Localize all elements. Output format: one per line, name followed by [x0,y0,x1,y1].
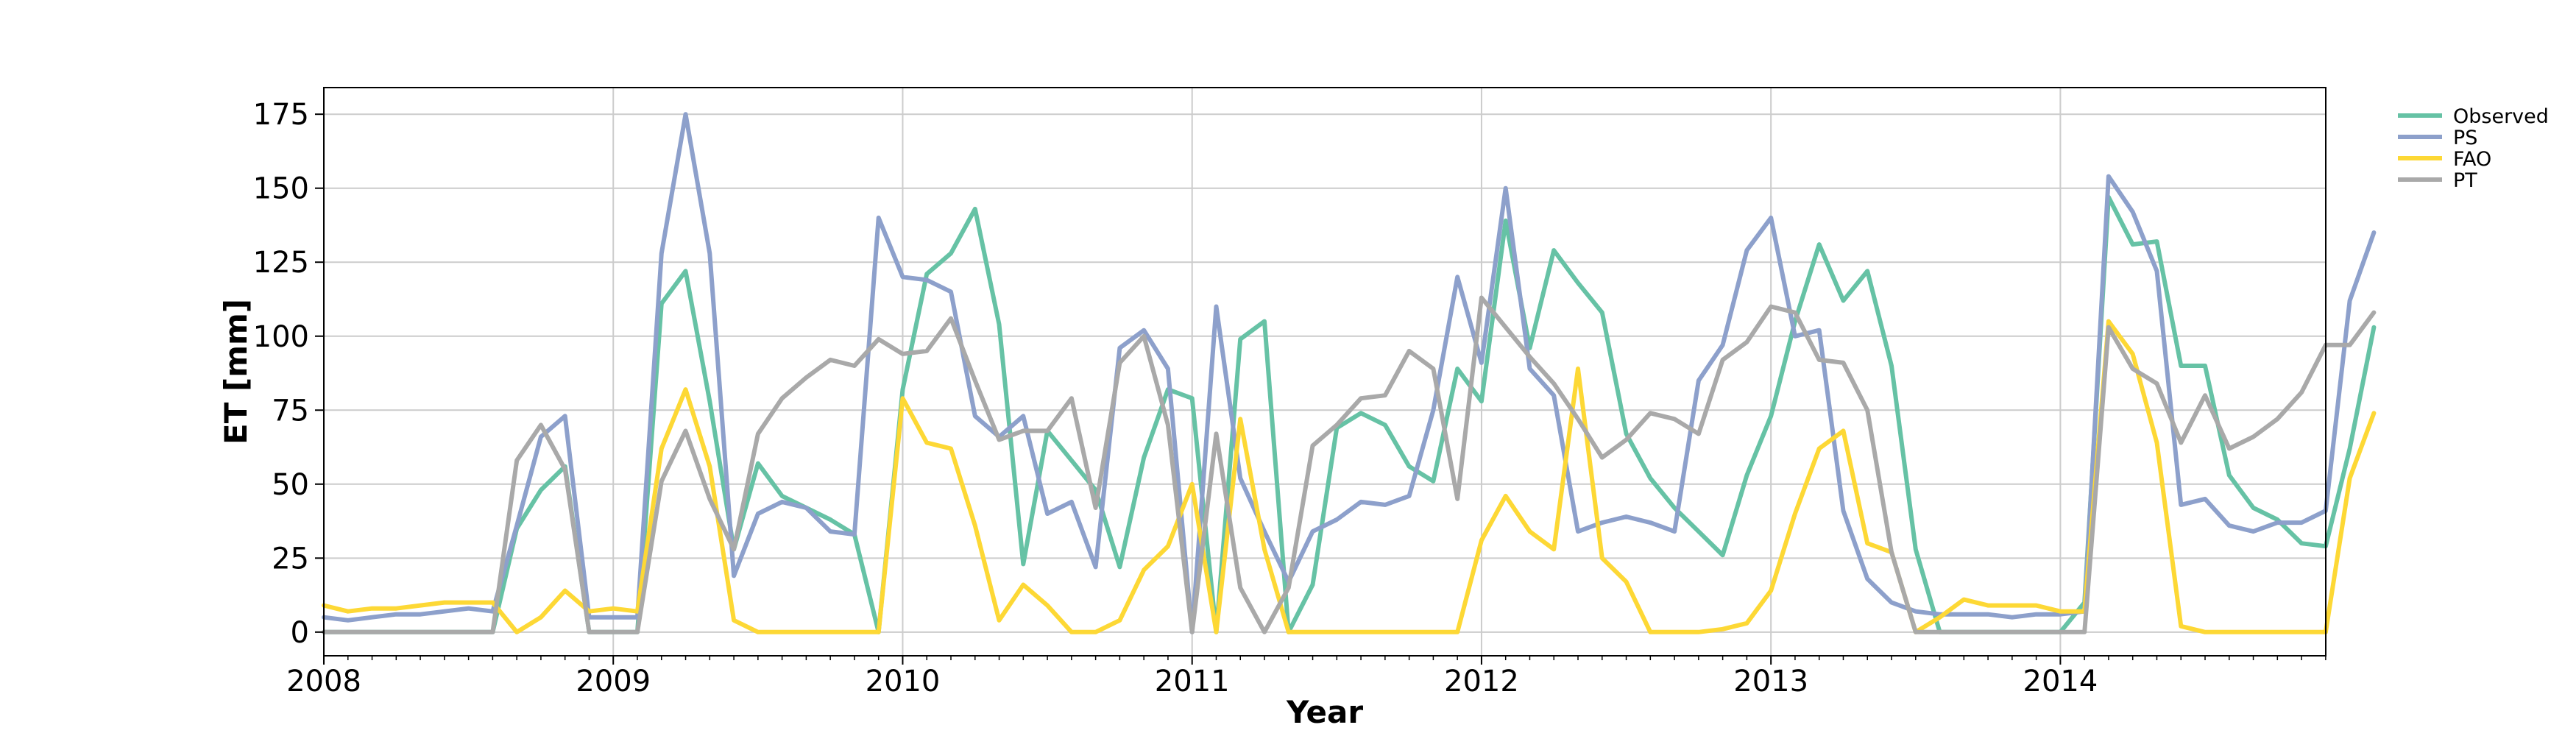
y-tick-label: 0 [291,616,309,650]
x-axis-title: Year [1286,694,1363,730]
x-tick-label: 2011 [1155,665,1230,698]
x-tick-label: 2013 [1733,665,1808,698]
y-tick-label: 50 [272,468,309,502]
x-tick-label: 2014 [2023,665,2098,698]
x-axis: 2008 2009 2010 2011 2012 2013 2014 [286,656,2326,698]
x-tick-label: 2008 [286,665,361,698]
grid-lines [323,88,2326,656]
x-tick-label: 2012 [1444,665,1519,698]
plot-frame [323,87,2326,657]
y-tick-label: 175 [253,98,309,132]
series-line-ps [322,112,2377,634]
y-axis: 0 25 50 75 100 125 150 175 [253,98,324,650]
series-line-pt [322,295,2377,634]
y-axis-title: ET [mm] [218,299,254,445]
y-tick-label: 25 [272,542,309,576]
x-tick-label: 2009 [576,665,651,698]
legend-label-fao: FAO [2453,148,2491,171]
legend-label-pt: PT [2453,169,2477,192]
y-tick-label: 75 [272,394,309,428]
y-tick-label: 150 [253,172,309,206]
x-tick-label: 2010 [866,665,941,698]
series-line-fao [322,319,2377,634]
y-tick-label: 100 [253,320,309,354]
series-lines [322,112,2377,634]
y-tick-label: 125 [253,246,309,280]
legend-label-ps: PS [2453,127,2477,149]
legend-label-observed: Observed [2453,105,2549,128]
